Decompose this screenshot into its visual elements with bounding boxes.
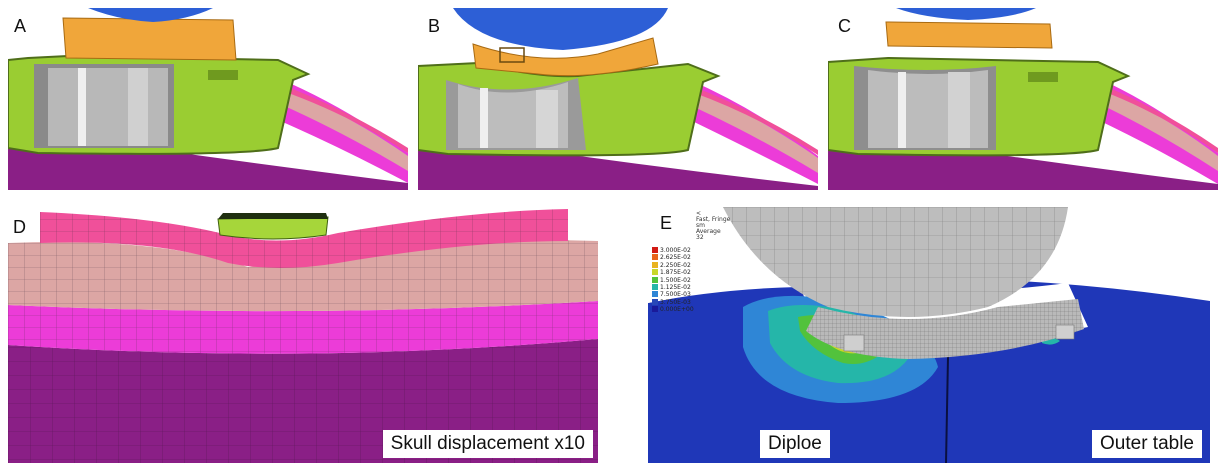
fringe-header-line: Average	[696, 228, 721, 235]
legend-swatch	[652, 298, 658, 305]
panel-b-label: B	[428, 16, 441, 36]
legend-swatch	[652, 291, 658, 298]
panel-e: < Fast, Fringe sm Average 32 3.000E-02 2.…	[648, 207, 1210, 463]
panel-a-render	[8, 8, 408, 190]
panel-c-label: C	[838, 16, 851, 36]
panel-d-label: D	[13, 217, 26, 237]
legend-value: 3.000E-02	[660, 247, 691, 254]
legend-swatch	[652, 306, 658, 313]
legend-value: 7.500E-03	[660, 291, 691, 299]
fringe-header-line: Fast, Fringe	[696, 216, 731, 223]
fringe-header-line: <	[696, 210, 702, 217]
legend-swatch	[652, 254, 658, 261]
panel-e-label: E	[660, 213, 673, 233]
legend-value: 1.500E-02	[660, 276, 691, 284]
fringe-header-line: sm	[696, 222, 705, 229]
fringe-header-line: 32	[696, 234, 704, 241]
panel-e-caption-outer-table: Outer table	[1092, 430, 1202, 458]
legend-value: 2.250E-02	[660, 261, 691, 269]
panel-c-render	[828, 8, 1218, 190]
panel-b-render	[418, 8, 818, 190]
panel-e-render	[648, 207, 1210, 463]
legend-swatch	[652, 284, 658, 290]
legend-value: 1.125E-02	[660, 284, 691, 291]
fringe-legend: 3.000E-02 2.625E-02 2.250E-02 1.875E-02 1.50…	[652, 247, 712, 317]
legend-swatch	[652, 276, 658, 283]
panel-d-render	[8, 207, 598, 463]
legend-swatch	[652, 269, 658, 276]
legend-value: 1.875E-02	[660, 269, 691, 277]
panel-c: C	[828, 8, 1218, 190]
panel-d: D Skull displacement x10	[8, 207, 598, 463]
legend-swatch	[652, 247, 658, 253]
panel-b: B	[418, 8, 818, 190]
panel-a: A	[8, 8, 408, 190]
legend-value: 3.750E-03	[660, 298, 691, 306]
fringe-header: < Fast, Fringe sm Average 32	[696, 211, 730, 241]
legend-value: 0.000E+00	[660, 306, 694, 314]
panel-a-label: A	[14, 16, 27, 36]
legend-swatch	[652, 261, 658, 268]
legend-value: 2.625E-02	[660, 254, 691, 262]
panel-e-caption-diploe: Diploe	[760, 430, 830, 458]
panel-d-caption: Skull displacement x10	[382, 430, 593, 458]
